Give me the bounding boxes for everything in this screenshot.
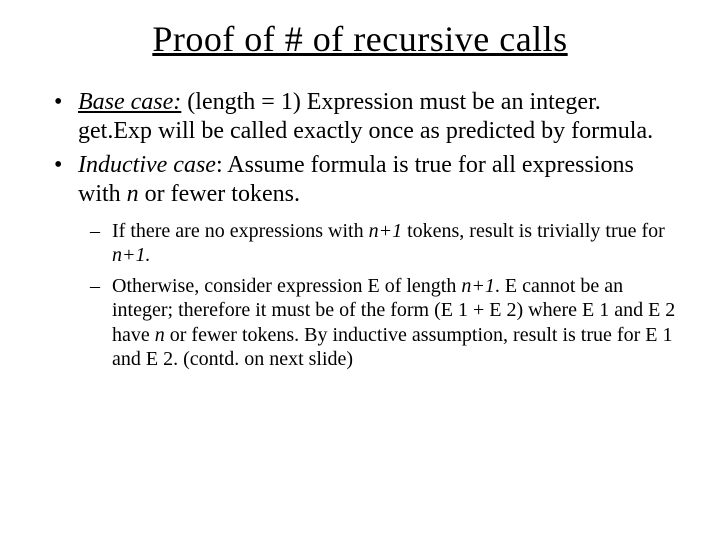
sub-bullet-list: If there are no expressions with n+1 tok… — [78, 219, 680, 371]
sub1-b: tokens, result is trivially true for — [402, 220, 665, 242]
inductive-label: Inductive case — [78, 152, 216, 178]
sub2-c: or fewer tokens. By inductive assumption… — [112, 324, 672, 370]
slide-title: Proof of # of recursive calls — [40, 18, 680, 60]
sub1-n1: n+1 — [369, 220, 403, 242]
inductive-n: n — [127, 181, 139, 207]
sub1-a: If there are no expressions with — [112, 220, 369, 242]
slide: Proof of # of recursive calls Base case:… — [0, 0, 720, 540]
base-case-label: Base case: — [78, 89, 181, 115]
sub2-a: Otherwise, consider expression E of leng… — [112, 275, 461, 297]
sub2-n1: n+1 — [461, 275, 495, 297]
sub2-n2: n — [155, 324, 165, 346]
sub-bullet-trivial: If there are no expressions with n+1 tok… — [112, 219, 680, 268]
bullet-list: Base case: (length = 1) Expression must … — [40, 88, 680, 371]
sub1-n2: n+1. — [112, 244, 151, 266]
bullet-base-case: Base case: (length = 1) Expression must … — [78, 88, 680, 147]
bullet-inductive-case: Inductive case: Assume formula is true f… — [78, 151, 680, 372]
sub-bullet-otherwise: Otherwise, consider expression E of leng… — [112, 274, 680, 372]
inductive-text-b: or fewer tokens. — [139, 181, 300, 207]
